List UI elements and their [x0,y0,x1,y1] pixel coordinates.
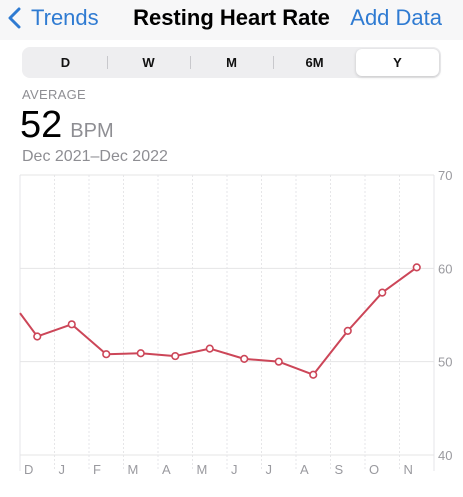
segment-6-months[interactable]: 6M [273,49,356,76]
data-point [205,344,214,353]
y-tick-label: 60 [438,261,452,276]
average-label: AVERAGE [22,87,86,102]
x-tick-label: M [197,462,208,477]
data-point [343,326,352,335]
data-point [274,357,283,366]
segment-day[interactable]: D [60,55,71,70]
time-range-segmented-control: D W M 6M Y [22,47,441,78]
data-point [240,354,249,363]
back-button[interactable]: Trends [8,4,99,32]
segment-month[interactable]: M [190,49,273,76]
x-tick-label: A [162,462,171,477]
x-tick-label: S [335,462,344,477]
data-point [171,351,180,361]
average-unit: BPM [70,120,114,142]
data-point [33,332,42,341]
back-label: Trends [31,5,99,30]
segment-year[interactable]: Y [356,49,439,76]
add-data-button[interactable]: Add Data [350,5,442,30]
segment-week[interactable]: W [107,49,190,76]
data-point [136,349,145,358]
data-point [309,370,318,379]
data-point [67,320,76,329]
series-line [19,266,418,376]
x-tick-label: A [300,462,309,477]
average-value: 52 BPM [20,104,114,147]
y-tick-label: 40 [438,448,452,463]
nav-bar: Trends Resting Heart Rate Add Data [0,0,463,40]
x-tick-label: J [59,462,66,477]
average-number: 52 [20,104,63,146]
date-range: Dec 2021–Dec 2022 [22,148,168,165]
x-tick-label: J [231,462,238,477]
x-tick-label: J [266,462,273,477]
y-tick-label: 50 [438,355,452,370]
x-tick-label: F [93,462,101,477]
y-tick-label: 70 [438,168,452,183]
data-point [378,288,387,297]
x-tick-label: D [24,462,33,477]
chevron-left-icon [8,7,21,29]
x-tick-label: O [369,462,379,477]
x-tick-label: M [128,462,139,477]
heart-rate-chart: 70 60 50 40 D J F M A M J J A S O N [19,168,452,477]
data-point [412,263,421,272]
data-point [102,350,111,359]
x-tick-label: N [404,462,413,477]
